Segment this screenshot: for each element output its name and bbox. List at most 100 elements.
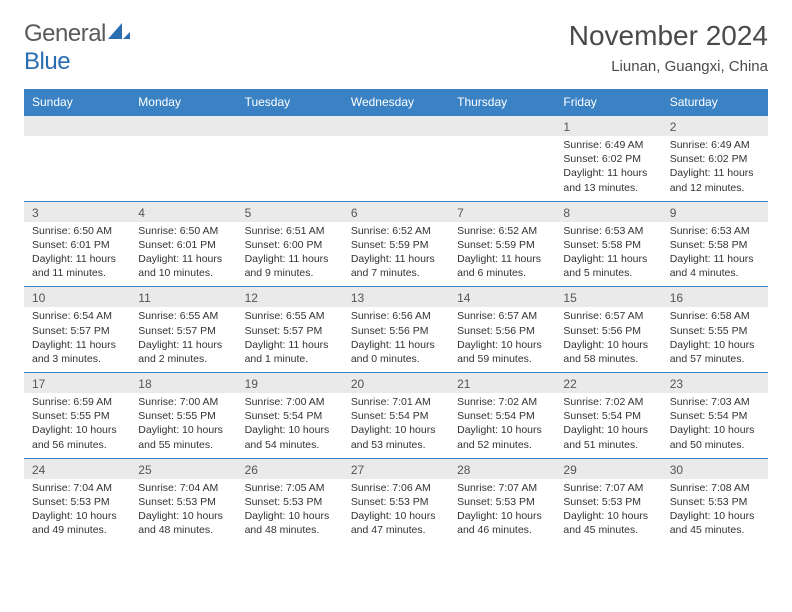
sunrise-text: Sunrise: 6:49 AM — [563, 138, 653, 152]
sunset-text: Sunset: 5:53 PM — [351, 495, 441, 509]
date-cell: 15 — [555, 287, 661, 308]
daylight-text: Daylight: 10 hours and 55 minutes. — [138, 423, 228, 451]
detail-cell: Sunrise: 6:49 AMSunset: 6:02 PMDaylight:… — [662, 136, 768, 201]
sunset-text: Sunset: 5:58 PM — [563, 238, 653, 252]
day-header: Monday — [130, 89, 236, 116]
sunset-text: Sunset: 5:57 PM — [245, 324, 335, 338]
date-cell: 23 — [662, 373, 768, 394]
detail-row: Sunrise: 6:59 AMSunset: 5:55 PMDaylight:… — [24, 393, 768, 458]
sunset-text: Sunset: 5:53 PM — [670, 495, 760, 509]
sunrise-text: Sunrise: 6:57 AM — [563, 309, 653, 323]
detail-cell: Sunrise: 7:05 AMSunset: 5:53 PMDaylight:… — [237, 479, 343, 544]
sunset-text: Sunset: 5:53 PM — [32, 495, 122, 509]
date-cell: 1 — [555, 116, 661, 137]
date-cell — [237, 116, 343, 137]
sunset-text: Sunset: 5:54 PM — [351, 409, 441, 423]
sunset-text: Sunset: 5:53 PM — [563, 495, 653, 509]
sunrise-text: Sunrise: 7:04 AM — [138, 481, 228, 495]
detail-cell: Sunrise: 6:53 AMSunset: 5:58 PMDaylight:… — [555, 222, 661, 287]
title-block: November 2024 Liunan, Guangxi, China — [569, 20, 768, 75]
date-cell — [24, 116, 130, 137]
daylight-text: Daylight: 10 hours and 49 minutes. — [32, 509, 122, 537]
detail-cell: Sunrise: 7:00 AMSunset: 5:54 PMDaylight:… — [237, 393, 343, 458]
date-cell: 17 — [24, 373, 130, 394]
detail-cell: Sunrise: 6:57 AMSunset: 5:56 PMDaylight:… — [555, 307, 661, 372]
sunrise-text: Sunrise: 6:56 AM — [351, 309, 441, 323]
detail-cell: Sunrise: 7:07 AMSunset: 5:53 PMDaylight:… — [449, 479, 555, 544]
daylight-text: Daylight: 10 hours and 58 minutes. — [563, 338, 653, 366]
sunset-text: Sunset: 6:01 PM — [138, 238, 228, 252]
sunrise-text: Sunrise: 6:58 AM — [670, 309, 760, 323]
detail-cell: Sunrise: 7:07 AMSunset: 5:53 PMDaylight:… — [555, 479, 661, 544]
detail-cell: Sunrise: 7:06 AMSunset: 5:53 PMDaylight:… — [343, 479, 449, 544]
sunrise-text: Sunrise: 6:50 AM — [138, 224, 228, 238]
detail-cell — [24, 136, 130, 201]
detail-cell: Sunrise: 7:08 AMSunset: 5:53 PMDaylight:… — [662, 479, 768, 544]
logo-text-1: General — [24, 20, 106, 48]
sunset-text: Sunset: 5:56 PM — [563, 324, 653, 338]
sunrise-text: Sunrise: 7:02 AM — [563, 395, 653, 409]
sunset-text: Sunset: 6:02 PM — [563, 152, 653, 166]
daylight-text: Daylight: 11 hours and 9 minutes. — [245, 252, 335, 280]
daylight-text: Daylight: 11 hours and 4 minutes. — [670, 252, 760, 280]
sunrise-text: Sunrise: 6:50 AM — [32, 224, 122, 238]
sunset-text: Sunset: 5:59 PM — [457, 238, 547, 252]
date-cell: 28 — [449, 458, 555, 479]
sunrise-text: Sunrise: 7:00 AM — [245, 395, 335, 409]
detail-cell: Sunrise: 6:54 AMSunset: 5:57 PMDaylight:… — [24, 307, 130, 372]
detail-row: Sunrise: 6:49 AMSunset: 6:02 PMDaylight:… — [24, 136, 768, 201]
detail-cell — [449, 136, 555, 201]
date-cell: 4 — [130, 201, 236, 222]
date-cell: 20 — [343, 373, 449, 394]
daylight-text: Daylight: 10 hours and 45 minutes. — [563, 509, 653, 537]
day-header: Friday — [555, 89, 661, 116]
detail-cell: Sunrise: 6:51 AMSunset: 6:00 PMDaylight:… — [237, 222, 343, 287]
sunrise-text: Sunrise: 6:55 AM — [138, 309, 228, 323]
date-cell: 24 — [24, 458, 130, 479]
month-title: November 2024 — [569, 20, 768, 52]
date-cell: 2 — [662, 116, 768, 137]
location-text: Liunan, Guangxi, China — [569, 58, 768, 75]
daylight-text: Daylight: 11 hours and 10 minutes. — [138, 252, 228, 280]
sunset-text: Sunset: 5:54 PM — [245, 409, 335, 423]
date-cell: 30 — [662, 458, 768, 479]
sunrise-text: Sunrise: 6:53 AM — [563, 224, 653, 238]
sunrise-text: Sunrise: 7:01 AM — [351, 395, 441, 409]
sunset-text: Sunset: 5:55 PM — [670, 324, 760, 338]
date-cell — [130, 116, 236, 137]
date-cell: 11 — [130, 287, 236, 308]
detail-cell: Sunrise: 6:50 AMSunset: 6:01 PMDaylight:… — [24, 222, 130, 287]
date-cell: 5 — [237, 201, 343, 222]
date-cell: 19 — [237, 373, 343, 394]
daylight-text: Daylight: 10 hours and 53 minutes. — [351, 423, 441, 451]
date-cell: 9 — [662, 201, 768, 222]
sunset-text: Sunset: 5:56 PM — [351, 324, 441, 338]
day-header: Sunday — [24, 89, 130, 116]
sunrise-text: Sunrise: 6:59 AM — [32, 395, 122, 409]
sunrise-text: Sunrise: 7:08 AM — [670, 481, 760, 495]
date-cell: 14 — [449, 287, 555, 308]
detail-cell: Sunrise: 6:59 AMSunset: 5:55 PMDaylight:… — [24, 393, 130, 458]
daylight-text: Daylight: 10 hours and 59 minutes. — [457, 338, 547, 366]
detail-cell: Sunrise: 7:02 AMSunset: 5:54 PMDaylight:… — [555, 393, 661, 458]
daylight-text: Daylight: 10 hours and 48 minutes. — [138, 509, 228, 537]
page-header: General November 2024 Liunan, Guangxi, C… — [24, 20, 768, 75]
sunset-text: Sunset: 5:57 PM — [32, 324, 122, 338]
calendar-body: 12Sunrise: 6:49 AMSunset: 6:02 PMDayligh… — [24, 116, 768, 544]
detail-cell — [130, 136, 236, 201]
daylight-text: Daylight: 10 hours and 50 minutes. — [670, 423, 760, 451]
sunset-text: Sunset: 5:58 PM — [670, 238, 760, 252]
date-cell: 10 — [24, 287, 130, 308]
date-cell: 13 — [343, 287, 449, 308]
date-cell — [343, 116, 449, 137]
detail-cell: Sunrise: 6:50 AMSunset: 6:01 PMDaylight:… — [130, 222, 236, 287]
date-cell: 8 — [555, 201, 661, 222]
sunset-text: Sunset: 5:56 PM — [457, 324, 547, 338]
date-cell: 26 — [237, 458, 343, 479]
date-cell: 21 — [449, 373, 555, 394]
sunset-text: Sunset: 5:53 PM — [245, 495, 335, 509]
daylight-text: Daylight: 10 hours and 52 minutes. — [457, 423, 547, 451]
sunrise-text: Sunrise: 6:52 AM — [457, 224, 547, 238]
daylight-text: Daylight: 10 hours and 56 minutes. — [32, 423, 122, 451]
daylight-text: Daylight: 11 hours and 13 minutes. — [563, 166, 653, 194]
